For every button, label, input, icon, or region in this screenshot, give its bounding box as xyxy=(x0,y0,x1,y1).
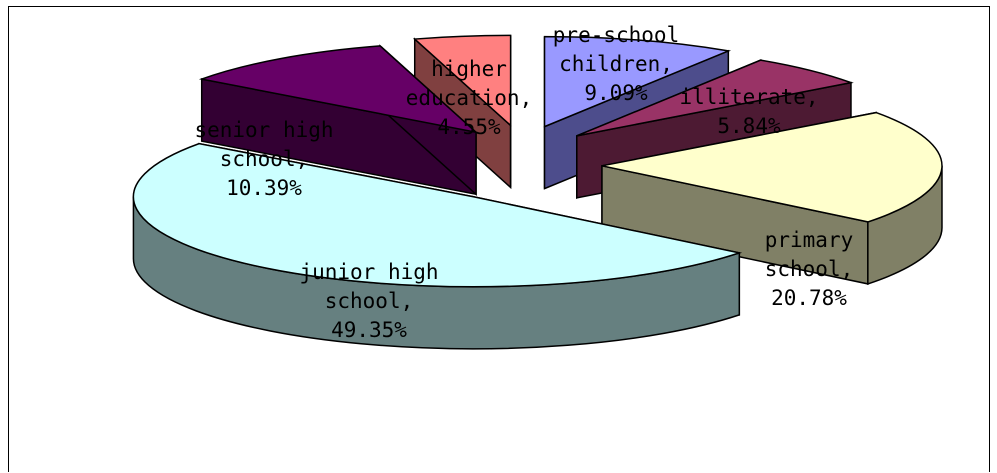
slice-label-line: higher xyxy=(431,57,507,81)
slice-label-3: junior high school, 49.35% xyxy=(299,260,438,342)
slice-label-line: 5.84% xyxy=(717,114,781,138)
slice-label-line: school, xyxy=(765,257,854,281)
pie-slice-top-2 xyxy=(601,111,943,223)
slice-label-line: 20.78% xyxy=(771,286,847,310)
slice-label-line: primary xyxy=(765,228,854,252)
slice-label-line: education, xyxy=(406,86,532,110)
pie-slice-4 xyxy=(198,44,479,196)
slice-label-line: 49.35% xyxy=(331,318,407,342)
chart-area: pre-school children, 9.09% illiterate, 5.84%… xyxy=(8,6,990,472)
slice-label-line: 9.09% xyxy=(584,81,648,105)
pie-slice-3 xyxy=(132,142,743,350)
pie-slice-2 xyxy=(601,111,943,285)
slice-label-line: junior high xyxy=(299,260,438,284)
slice-label-line: illiterate, xyxy=(679,85,818,109)
slice-label-line: 10.39% xyxy=(226,176,302,200)
pie-slice-top-1 xyxy=(576,59,854,137)
slice-label-line: school, xyxy=(220,147,309,171)
slice-label-1: illiterate, 5.84% xyxy=(679,85,818,138)
pie-slice-top-4 xyxy=(198,45,479,134)
pie-slice-top-3 xyxy=(132,142,743,288)
slice-label-line: senior high xyxy=(194,118,333,142)
pie-slice-top-5 xyxy=(412,34,512,128)
slice-label-4: senior high school, 10.39% xyxy=(194,118,333,200)
pie-chart: pre-school children, 9.09% illiterate, 5.84%… xyxy=(132,23,943,350)
slice-label-line: school, xyxy=(325,289,414,313)
slice-label-0: pre-school children, 9.09% xyxy=(553,23,679,105)
pie-slice-5 xyxy=(412,34,512,190)
slice-label-line: 4.55% xyxy=(437,115,501,139)
slice-label-2: primary school, 20.78% xyxy=(765,228,854,310)
slice-label-line: pre-school xyxy=(553,23,679,47)
slice-label-line: children, xyxy=(559,52,673,76)
pie-slice-top-0 xyxy=(543,35,732,128)
slice-label-5: higher education, 4.55% xyxy=(406,57,532,139)
